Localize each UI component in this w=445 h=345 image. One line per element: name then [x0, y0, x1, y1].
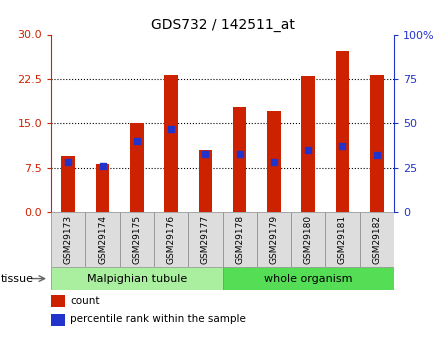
Bar	[120, 212, 154, 267]
Bar	[222, 212, 257, 267]
Text: GSM29182: GSM29182	[372, 215, 381, 264]
Bar	[51, 267, 223, 290]
Bar	[96, 164, 109, 212]
Point	[65, 160, 72, 165]
Text: tissue: tissue	[1, 274, 34, 284]
Bar	[51, 295, 65, 307]
Point	[236, 151, 243, 156]
Bar	[325, 212, 360, 267]
Text: GSM29181: GSM29181	[338, 215, 347, 264]
Bar	[198, 150, 212, 212]
Bar	[51, 212, 85, 267]
Bar	[360, 212, 394, 267]
Point	[99, 163, 106, 169]
Bar	[370, 75, 384, 212]
Text: GSM29179: GSM29179	[269, 215, 279, 264]
Point	[373, 152, 380, 158]
Text: GSM29175: GSM29175	[132, 215, 142, 264]
Bar	[267, 111, 281, 212]
Bar	[222, 267, 394, 290]
Text: whole organism: whole organism	[264, 274, 352, 284]
Point	[305, 147, 312, 153]
Bar	[257, 212, 291, 267]
Bar	[233, 107, 247, 212]
Bar	[291, 212, 325, 267]
Text: count: count	[70, 296, 100, 306]
Bar	[61, 156, 75, 212]
Text: GSM29178: GSM29178	[235, 215, 244, 264]
Point	[271, 160, 278, 165]
Bar	[336, 51, 349, 212]
Title: GDS732 / 142511_at: GDS732 / 142511_at	[150, 18, 295, 32]
Bar	[154, 212, 188, 267]
Bar	[188, 212, 222, 267]
Bar	[301, 76, 315, 212]
Bar	[130, 124, 144, 212]
Text: GSM29177: GSM29177	[201, 215, 210, 264]
Point	[134, 138, 141, 144]
Point	[168, 126, 175, 131]
Text: GSM29180: GSM29180	[303, 215, 313, 264]
Bar	[85, 212, 120, 267]
Bar	[51, 314, 65, 326]
Text: GSM29174: GSM29174	[98, 215, 107, 264]
Text: Malpighian tubule: Malpighian tubule	[87, 274, 187, 284]
Point	[339, 144, 346, 149]
Bar	[164, 75, 178, 212]
Text: GSM29173: GSM29173	[64, 215, 73, 264]
Text: GSM29176: GSM29176	[166, 215, 176, 264]
Text: percentile rank within the sample: percentile rank within the sample	[70, 314, 246, 324]
Point	[202, 151, 209, 156]
